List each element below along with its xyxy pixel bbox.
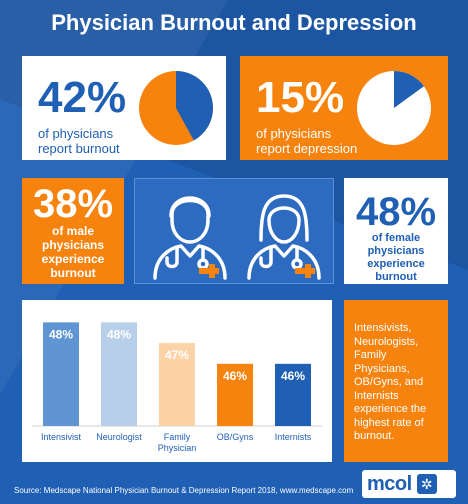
male-line: physicians bbox=[41, 238, 105, 252]
male-line: experience bbox=[41, 252, 105, 266]
callout-line: highest rate of bbox=[354, 416, 424, 429]
callout-line: Internists bbox=[354, 389, 399, 402]
category-label: Physician bbox=[158, 443, 197, 453]
page-title: Physician Burnout and Depression bbox=[51, 10, 417, 35]
logo-text: mcol bbox=[367, 472, 412, 495]
female-line: burnout bbox=[375, 271, 417, 283]
callout-line: Physicians, bbox=[354, 362, 410, 375]
male-value: 38% bbox=[32, 182, 114, 226]
callout-line: Family bbox=[354, 349, 387, 361]
category-label: OB/Gyns bbox=[217, 432, 254, 442]
bar-value-label: 48% bbox=[107, 327, 131, 341]
female-text: of female physicians experience burnout bbox=[344, 232, 448, 284]
depression-card: 15% of physicians report depression bbox=[240, 56, 448, 160]
bar-chart: 48% Intensivist 48% Neurologist 47% FamilyPhy… bbox=[32, 322, 322, 453]
bar-internists bbox=[275, 363, 311, 426]
source-footnote: Source: Medscape National Physician Burn… bbox=[14, 486, 354, 495]
female-line: experience bbox=[367, 258, 425, 270]
male-doctor-icon bbox=[153, 196, 227, 280]
burnout-text-2: report burnout bbox=[38, 141, 120, 156]
male-line: burnout bbox=[50, 266, 96, 280]
callout-line: Intensivists, bbox=[354, 322, 412, 334]
burnout-card: 42% of physicians report burnout bbox=[22, 56, 226, 160]
callout-text: Intensivists, Neurologists, Family Physi… bbox=[354, 322, 446, 444]
male-line: of male bbox=[51, 224, 94, 238]
bar-value-label: 46% bbox=[281, 369, 305, 383]
bar-value-label: 48% bbox=[49, 327, 73, 341]
depression-text-1: of physicians bbox=[256, 126, 332, 141]
male-text: of male physicians experience burnout bbox=[22, 224, 124, 280]
depression-value: 15% bbox=[256, 73, 345, 122]
burnout-pie-slice bbox=[176, 71, 214, 141]
logo-mark-icon: ✲ bbox=[416, 474, 437, 494]
bar-value-label: 46% bbox=[223, 369, 247, 383]
callout-line: experience the bbox=[354, 403, 427, 415]
callout-line: OB/Gyns, and bbox=[354, 376, 424, 388]
callout-card: Intensivists, Neurologists, Family Physi… bbox=[344, 300, 448, 462]
depression-text-2: report depression bbox=[256, 141, 358, 156]
female-card: 48% of female physicians experience burn… bbox=[344, 178, 448, 284]
bar-neurologist bbox=[101, 322, 137, 426]
bar-chart-card: 48% Intensivist 48% Neurologist 47% Family Phy… bbox=[22, 300, 332, 462]
category-label: Internists bbox=[275, 432, 312, 442]
female-line: physicians bbox=[367, 245, 425, 257]
female-doctor-icon bbox=[247, 194, 321, 280]
bar-intensivist bbox=[43, 322, 79, 426]
mcol-logo: mcol ✲ bbox=[362, 470, 456, 498]
male-card: 38% of male physicians experience burnou… bbox=[22, 178, 124, 284]
bar-family-physician bbox=[159, 343, 195, 426]
doctors-panel bbox=[134, 178, 334, 284]
burnout-text-1: of physicians bbox=[38, 126, 114, 141]
depression-pie bbox=[357, 71, 431, 145]
category-label: Family bbox=[164, 432, 191, 442]
category-label: Neurologist bbox=[96, 432, 142, 442]
burnout-value: 42% bbox=[38, 73, 127, 122]
female-value: 48% bbox=[355, 190, 437, 234]
female-line: of female bbox=[371, 232, 421, 244]
bar-value-label: 47% bbox=[165, 348, 189, 362]
callout-line: burnout. bbox=[354, 430, 395, 442]
depression-pie-slice bbox=[394, 71, 424, 108]
category-label: Intensivist bbox=[41, 432, 82, 442]
burnout-pie bbox=[139, 71, 214, 145]
bar-ob-gyns bbox=[217, 363, 253, 426]
callout-line: Neurologists, bbox=[354, 335, 419, 348]
